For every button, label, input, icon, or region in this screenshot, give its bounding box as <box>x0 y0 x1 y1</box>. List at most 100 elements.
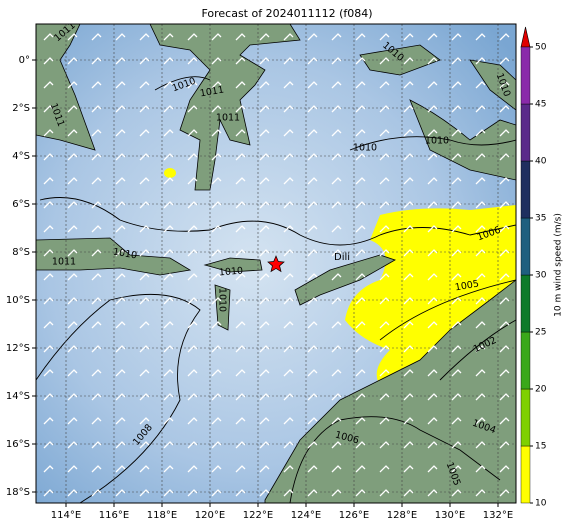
wind-barb <box>307 105 318 113</box>
wind-barb <box>307 369 318 377</box>
wind-barb <box>43 177 54 185</box>
wind-barb <box>115 369 126 377</box>
isobar-label: 1010 <box>353 143 377 154</box>
wind-barb <box>379 153 390 161</box>
colorbar-segment <box>520 445 531 504</box>
axes: 114°E 116°E 118°E 120°E 122°E 124°E 126°E 128°E… <box>6 55 513 521</box>
wind-barb <box>307 129 318 137</box>
wind-barb <box>379 393 390 401</box>
wind-barb <box>235 129 246 137</box>
lat-label: 6°S <box>12 199 30 210</box>
wind-barb <box>211 321 222 329</box>
wind-barb <box>331 297 342 305</box>
wind-barb <box>427 465 438 473</box>
wind-barb <box>115 489 126 497</box>
wind-barb <box>67 249 78 257</box>
wind-barb <box>163 465 174 473</box>
lon-label: 116°E <box>99 510 129 521</box>
wind-barb <box>187 321 198 329</box>
wind-barb <box>331 273 342 281</box>
wind-barb <box>67 345 78 353</box>
wind-barb <box>331 417 342 425</box>
wind-barb <box>307 297 318 305</box>
wind-barb <box>451 201 462 209</box>
wind-barb <box>283 177 294 185</box>
wind-barb <box>355 33 366 41</box>
lat-label: 18°S <box>6 487 30 498</box>
wind-barb <box>259 417 270 425</box>
wind-barb <box>403 441 414 449</box>
colorbar: 10 15 20 25 30 35 40 45 50 <box>520 26 547 509</box>
wind-barb <box>139 345 150 353</box>
wind-barb <box>259 345 270 353</box>
wind-barb <box>211 33 222 41</box>
wind-barb <box>43 105 54 113</box>
wind-barb <box>283 297 294 305</box>
wind-barb <box>451 129 462 137</box>
wind-barb <box>91 81 102 89</box>
wind-barb <box>163 489 174 497</box>
wind-barb <box>139 297 150 305</box>
wind-barb <box>259 297 270 305</box>
wind-barb <box>427 441 438 449</box>
wind-barb <box>451 177 462 185</box>
wind-barb <box>163 225 174 233</box>
wind-barb <box>379 273 390 281</box>
wind-barb <box>499 201 510 209</box>
colorbar-label: 10 m wind speed (m/s) <box>554 213 564 317</box>
wind-barb <box>43 297 54 305</box>
wind-barb <box>115 417 126 425</box>
wind-barb <box>475 369 486 377</box>
wind-barb <box>91 177 102 185</box>
place-label: Dili <box>334 252 350 263</box>
wind-barb <box>307 393 318 401</box>
wind-barb <box>451 441 462 449</box>
wind-barb <box>307 225 318 233</box>
wind-barb <box>91 441 102 449</box>
lon-label: 128°E <box>387 510 417 521</box>
wind-barb <box>259 177 270 185</box>
wind-barb <box>499 81 510 89</box>
wind-barb <box>187 417 198 425</box>
isobar-label: 1010 <box>218 265 243 278</box>
wind-barb <box>91 369 102 377</box>
wind-barb <box>307 81 318 89</box>
wind-barb <box>379 321 390 329</box>
wind-barb <box>379 81 390 89</box>
wind-barb <box>115 177 126 185</box>
wind-barb <box>163 393 174 401</box>
lat-label: 10°S <box>6 295 30 306</box>
wind-barb <box>379 441 390 449</box>
wind-barb <box>259 81 270 89</box>
wind-barb <box>283 33 294 41</box>
wind-barb <box>259 225 270 233</box>
wind-barb <box>67 105 78 113</box>
wind-barb <box>163 105 174 113</box>
wind-barb <box>283 273 294 281</box>
wind-barb <box>91 393 102 401</box>
wind-barb <box>211 273 222 281</box>
wind-barb <box>379 297 390 305</box>
wind-barb <box>427 225 438 233</box>
wind-barb <box>235 441 246 449</box>
wind-barb <box>43 345 54 353</box>
wind-barb <box>283 105 294 113</box>
wind-barb <box>451 249 462 257</box>
wind-barb <box>451 81 462 89</box>
wind-barb <box>331 345 342 353</box>
wind-barb <box>475 81 486 89</box>
wind-barb <box>307 417 318 425</box>
wind-barb <box>499 369 510 377</box>
wind-barb <box>307 489 318 497</box>
wind-barb <box>163 153 174 161</box>
wind-barb <box>331 57 342 65</box>
wind-barb <box>499 129 510 137</box>
wind-barb <box>115 345 126 353</box>
wind-barb <box>211 177 222 185</box>
wind-barb <box>139 57 150 65</box>
wind-barb <box>163 57 174 65</box>
wind-barb <box>259 393 270 401</box>
wind-barb <box>91 249 102 257</box>
wind-barb <box>211 57 222 65</box>
wind-barb <box>163 33 174 41</box>
